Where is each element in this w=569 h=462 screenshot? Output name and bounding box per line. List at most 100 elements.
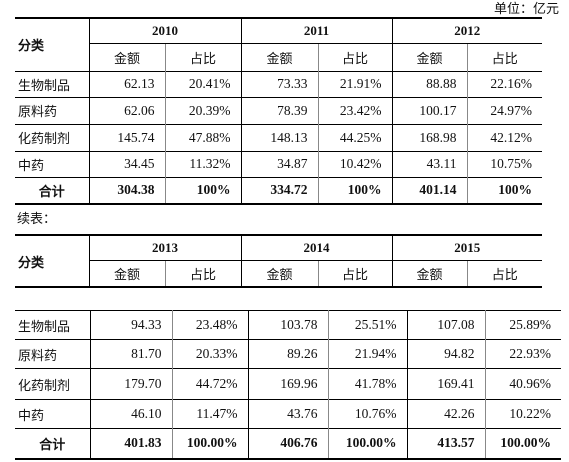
total-cell: 100% (317, 177, 393, 204)
cell: 11.32% (164, 151, 241, 177)
cell: 25.89% (484, 310, 561, 340)
revenue-table-2013-2015: 生物制品 94.33 23.48% 103.78 25.51% 107.08 2… (15, 310, 561, 460)
amount-header: 金额 (240, 259, 318, 287)
table-row: 中药 46.10 11.47% 43.76 10.76% 42.26 10.22… (15, 399, 561, 429)
cell: 44.25% (317, 124, 393, 151)
total-row: 合计 304.38 100% 334.72 100% 401.14 100% (15, 177, 543, 204)
table-row: 原料药 81.70 20.33% 89.26 21.94% 94.82 22.9… (15, 339, 561, 369)
cell: 20.41% (164, 71, 241, 97)
amount-header: 金额 (88, 259, 165, 287)
cell: 148.13 (240, 124, 318, 151)
cell: 41.78% (327, 368, 407, 400)
cell: 24.97% (466, 97, 543, 124)
share-header: 占比 (164, 42, 241, 71)
cell: 20.39% (164, 97, 241, 124)
row-category: 化药制剂 (18, 378, 71, 394)
share-header: 占比 (317, 42, 393, 71)
year-header: 2014 (240, 235, 392, 260)
cell: 11.47% (171, 399, 248, 429)
row-category: 原料药 (18, 105, 58, 120)
table-row: 化药制剂 179.70 44.72% 169.96 41.78% 169.41 … (15, 368, 561, 400)
cell: 43.76 (247, 399, 328, 429)
table-row: 中药 34.45 11.32% 34.87 10.42% 43.11 10.75… (15, 151, 543, 177)
amount-header: 金额 (240, 42, 318, 71)
unit-label: 单位：亿元 (493, 2, 559, 17)
total-row: 合计 401.83 100.00% 406.76 100.00% 413.57 … (15, 428, 561, 459)
category-header: 分类 (18, 39, 45, 55)
share-header: 占比 (466, 42, 543, 71)
cell: 21.94% (327, 339, 407, 369)
cell: 78.39 (240, 97, 318, 124)
cell: 34.45 (88, 151, 165, 177)
cell: 100.17 (391, 97, 468, 124)
total-label: 合计 (38, 184, 65, 200)
revenue-table-2013-2015-header: 分类 2013 2014 2015 金额 占比 金额 占比 金额 占比 (15, 234, 542, 288)
category-header: 分类 (18, 255, 45, 271)
cell: 107.08 (406, 310, 485, 340)
total-label: 合计 (39, 437, 66, 453)
cell: 25.51% (327, 310, 407, 340)
cell: 94.33 (89, 310, 172, 340)
row-category: 中药 (18, 158, 45, 174)
cell: 103.78 (247, 310, 328, 340)
cell: 23.48% (171, 310, 248, 340)
total-cell: 100.00% (484, 428, 561, 459)
total-cell: 401.14 (391, 177, 468, 204)
cell: 10.76% (327, 399, 407, 429)
row-category: 生物制品 (18, 78, 71, 94)
row-category: 生物制品 (18, 319, 71, 335)
year-header: 2013 (88, 235, 241, 260)
total-cell: 406.76 (247, 428, 328, 459)
revenue-table-2010-2012: 分类 2010 2011 2012 金额 占比 金额 占比 金额 占比 生物制品… (15, 17, 543, 205)
cell: 43.11 (391, 151, 468, 177)
cell: 179.70 (89, 368, 172, 400)
total-cell: 100% (466, 177, 543, 204)
table-row: 化药制剂 145.74 47.88% 148.13 44.25% 168.98 … (15, 124, 543, 151)
table-row: 生物制品 94.33 23.48% 103.78 25.51% 107.08 2… (15, 310, 561, 340)
total-cell: 304.38 (88, 177, 165, 204)
cell: 21.91% (317, 71, 393, 97)
total-cell: 413.57 (406, 428, 485, 459)
total-cell: 100.00% (171, 428, 248, 459)
cell: 44.72% (171, 368, 248, 400)
cell: 42.26 (406, 399, 485, 429)
cell: 62.13 (88, 71, 165, 97)
cell: 46.10 (89, 399, 172, 429)
cell: 40.96% (484, 368, 561, 400)
cell: 10.22% (484, 399, 561, 429)
cell: 169.96 (247, 368, 328, 400)
row-category: 中药 (18, 408, 45, 424)
cell: 168.98 (391, 124, 468, 151)
cell: 81.70 (89, 339, 172, 369)
year-header: 2011 (240, 18, 393, 43)
share-header: 占比 (317, 259, 392, 287)
cell: 145.74 (88, 124, 165, 151)
cell: 22.93% (484, 339, 561, 369)
row-category: 原料药 (18, 348, 58, 364)
cell: 20.33% (171, 339, 248, 369)
cell: 10.75% (466, 151, 543, 177)
year-header: 2015 (391, 235, 542, 260)
continuation-label: 续表： (17, 212, 57, 227)
amount-header: 金额 (391, 259, 467, 287)
row-category: 化药制剂 (18, 132, 71, 147)
total-cell: 100.00% (327, 428, 407, 459)
cell: 34.87 (240, 151, 318, 177)
share-header: 占比 (164, 259, 241, 287)
table-row: 原料药 62.06 20.39% 78.39 23.42% 100.17 24.… (15, 97, 543, 124)
cell: 169.41 (406, 368, 485, 400)
cell: 47.88% (164, 124, 241, 151)
cell: 94.82 (406, 339, 485, 369)
total-cell: 100% (164, 177, 241, 204)
amount-header: 金额 (88, 42, 165, 71)
total-cell: 334.72 (240, 177, 318, 204)
table-row: 生物制品 62.13 20.41% 73.33 21.91% 88.88 22.… (15, 71, 543, 97)
total-cell: 401.83 (89, 428, 172, 459)
cell: 42.12% (466, 124, 543, 151)
year-header: 2012 (391, 18, 543, 43)
cell: 88.88 (391, 71, 468, 97)
cell: 89.26 (247, 339, 328, 369)
cell: 10.42% (317, 151, 393, 177)
share-header: 占比 (466, 259, 542, 287)
cell: 22.16% (466, 71, 543, 97)
